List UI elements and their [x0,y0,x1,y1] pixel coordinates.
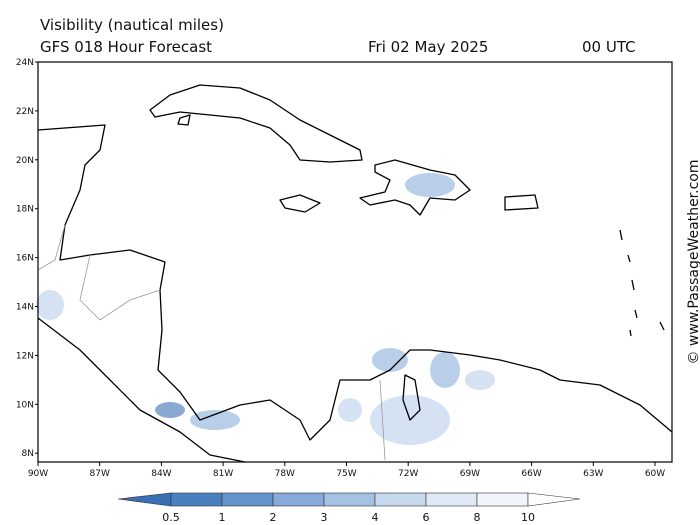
lon-label: 72W [398,469,418,479]
patch [36,290,64,320]
colorbar-segment [221,492,274,507]
patch [338,398,362,422]
colorbar-segment [374,492,427,507]
patch [465,370,495,390]
colorbar-label: 4 [372,511,379,524]
lon-label: 66W [521,469,541,479]
visibility-patches [36,173,495,445]
patch [372,348,408,372]
lon-label: 75W [336,469,356,479]
colorbar-arrow [527,492,581,507]
lon-label: 90W [28,469,48,479]
lat-label: 10N [16,400,34,410]
lon-label: 81W [213,469,233,479]
credit: © www.PassageWeather.com [686,159,700,364]
time: 00 UTC [582,38,636,56]
colorbar-segment [272,492,325,507]
colorbar [117,492,581,507]
pacific-coast [37,317,246,463]
lon-label: 60W [645,469,665,479]
map [36,61,673,463]
lon-label: 78W [275,469,295,479]
borders [37,224,386,461]
lon-label: 69W [460,469,480,479]
jamaica [279,194,321,213]
lat-label: 16N [16,254,34,264]
patch [405,173,455,197]
colorbar-label: 6 [423,511,430,524]
coastlines [37,84,673,463]
colorbar-arrow [117,492,172,507]
colorbar-label: 1 [219,511,226,524]
title: Visibility (nautical miles) [40,16,224,34]
lat-label: 20N [16,156,34,166]
colorbar-segment [476,492,529,507]
lake-maracaibo [402,374,421,421]
caribbean-coast [37,124,673,441]
colorbar-label: 2 [270,511,277,524]
lat-label: 18N [16,205,34,215]
subtitle: GFS 018 Hour Forecast [40,38,212,56]
colorbar-label: 10 [521,511,535,524]
lat-label: 12N [16,351,34,361]
lon-label: 87W [90,469,110,479]
date: Fri 02 May 2025 [368,38,488,56]
hispaniola [359,159,471,216]
lon-label: 84W [151,469,171,479]
lon-label: 63W [583,469,603,479]
patch [430,352,460,388]
colorbar-label: 3 [321,511,328,524]
colorbar-segment [170,492,223,507]
lat-label: 14N [16,303,34,313]
colorbar-segment [425,492,478,507]
puerto-rico [504,194,539,211]
colorbar-label: 8 [474,511,481,524]
cuba [149,84,363,163]
isla-juventud [177,114,191,126]
colorbar-label: 0.5 [162,511,180,524]
patch [190,410,240,430]
lat-label: 22N [16,107,34,117]
patch [155,402,185,418]
lesser-antilles [619,229,665,337]
map-frame [37,61,673,463]
lat-label: 8N [22,449,34,459]
colorbar-segment [323,492,376,507]
lat-label: 24N [16,58,34,68]
